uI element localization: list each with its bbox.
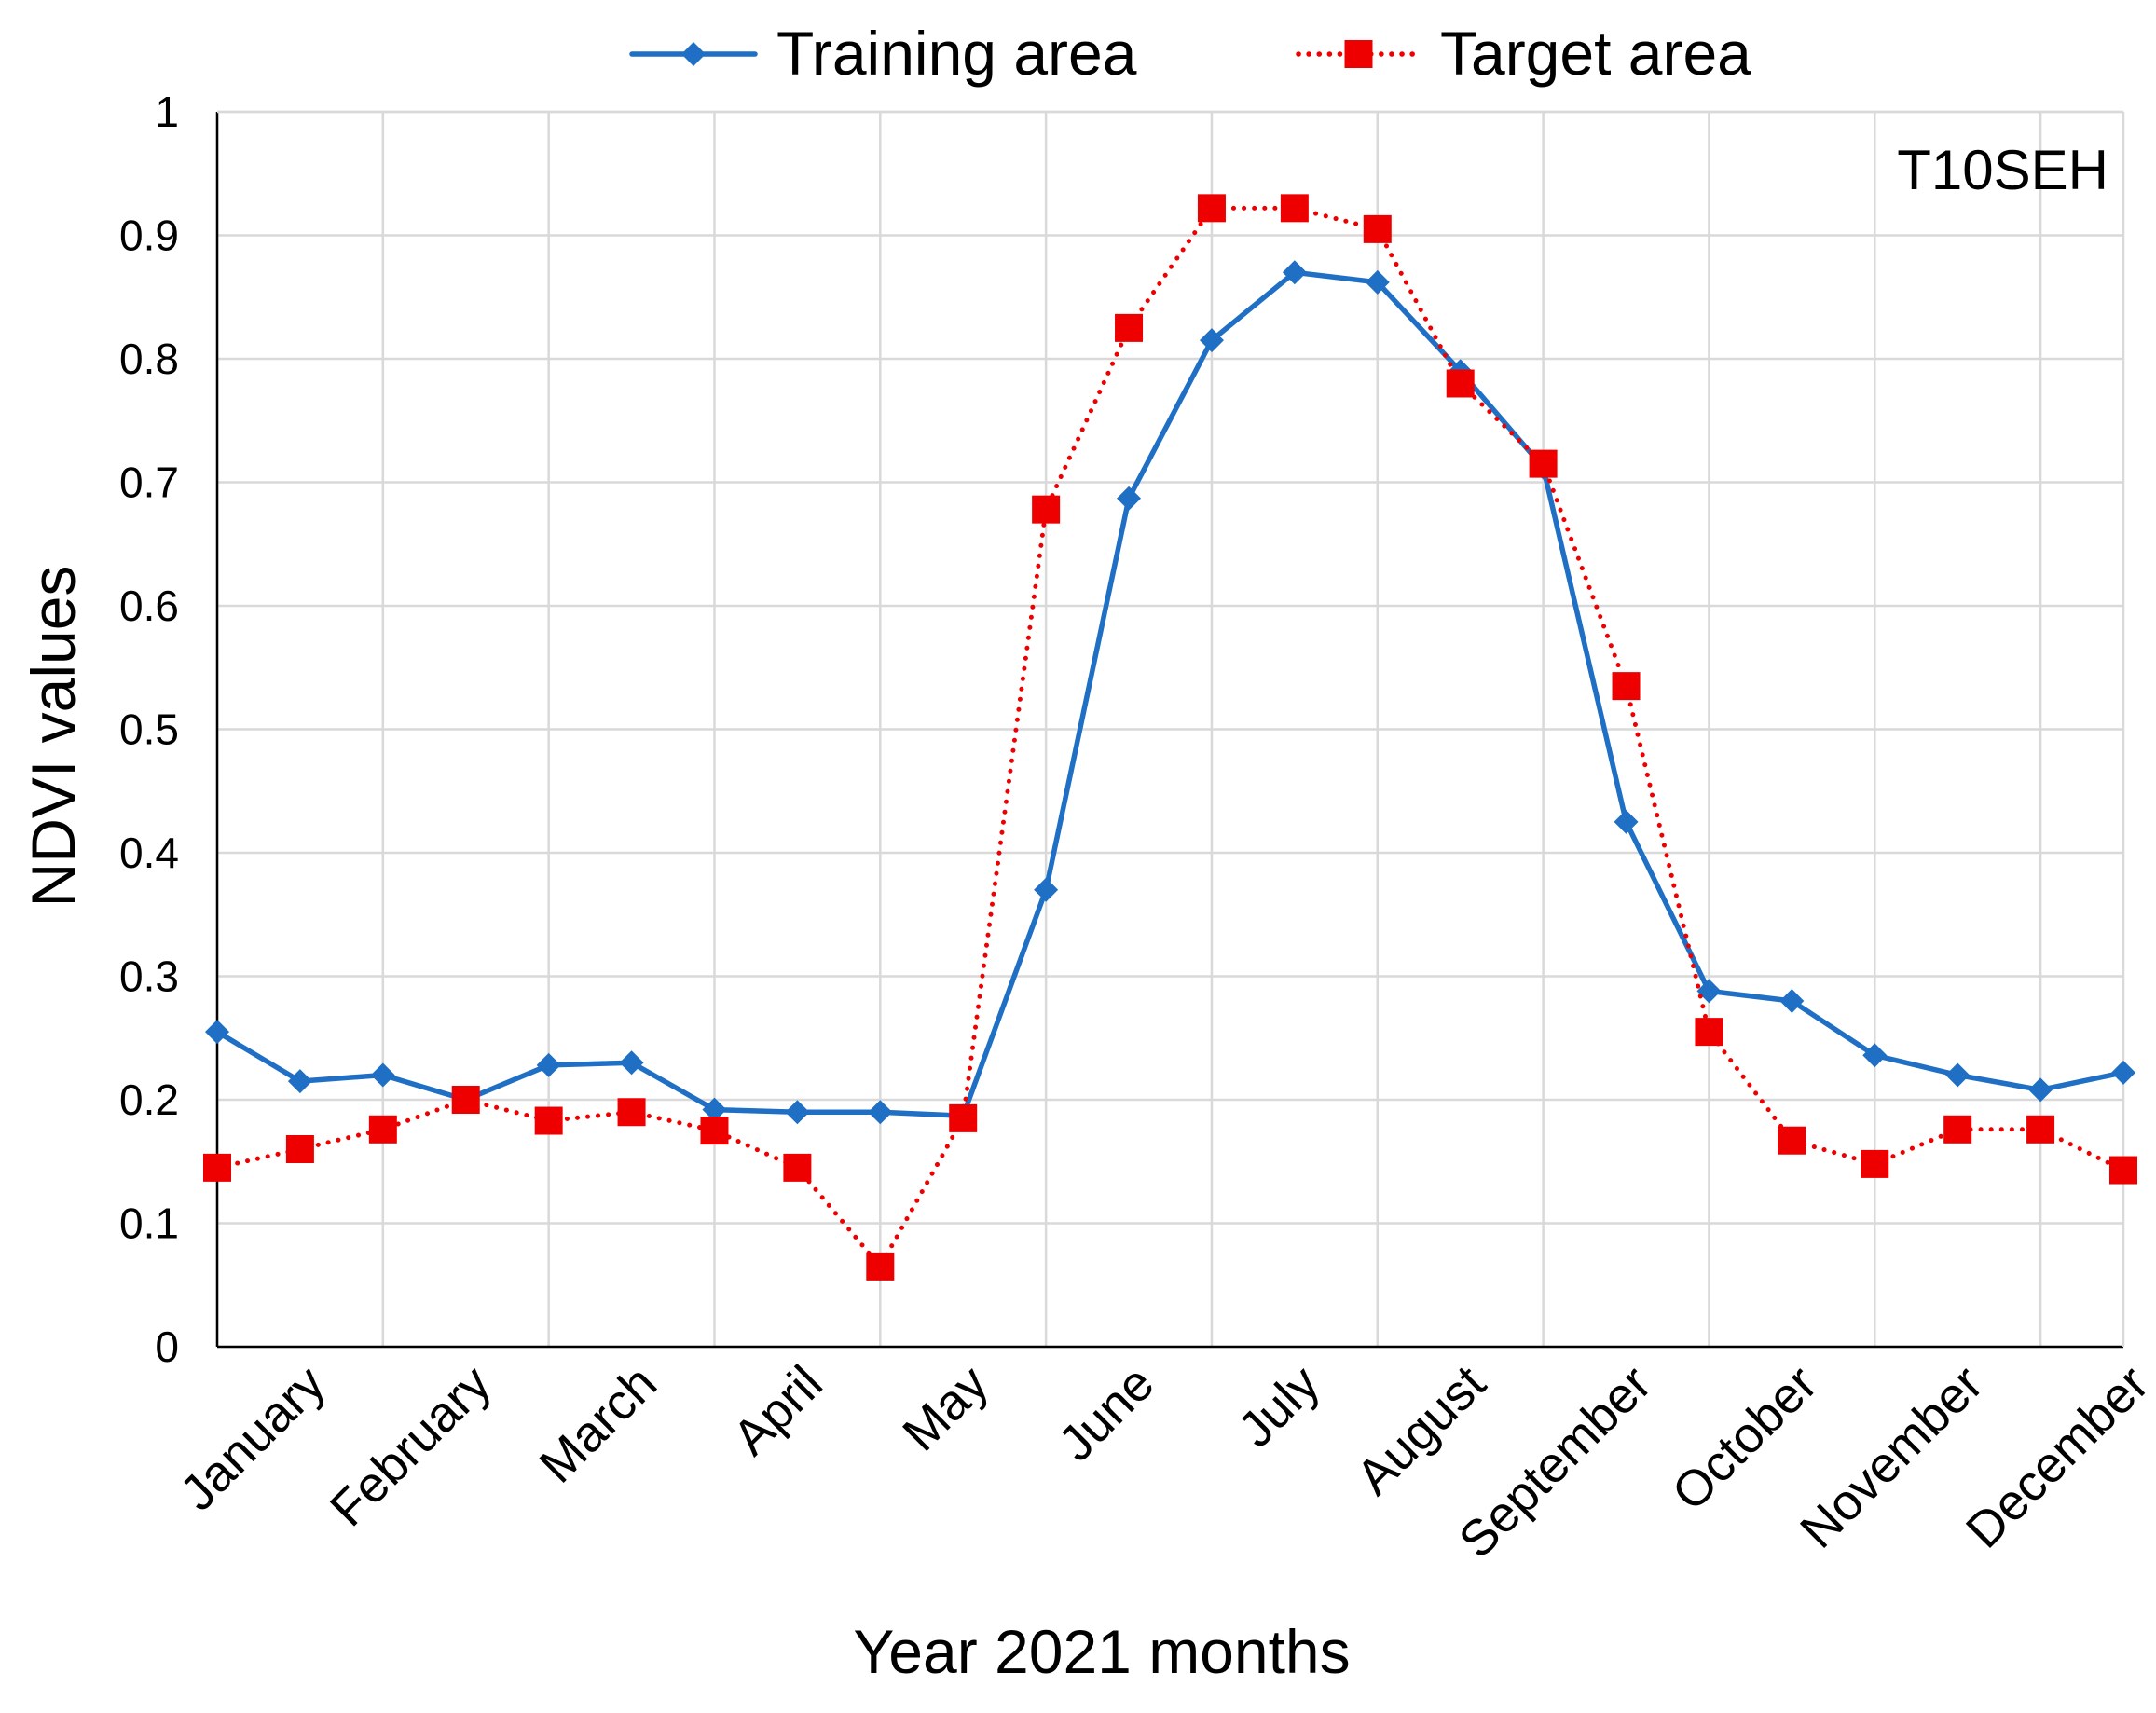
- data-point: [1199, 328, 1224, 353]
- data-point: [2111, 1060, 2135, 1085]
- data-point: [1696, 979, 1722, 1004]
- x-tick-label-december: December: [1956, 1355, 2156, 1559]
- axes-layer: [215, 110, 2125, 1349]
- data-point: [1612, 672, 1641, 701]
- x-axis-title: Year 2021 months: [853, 1617, 1350, 1686]
- data-point: [205, 1020, 229, 1045]
- y-axis-title: NDVI values: [19, 566, 88, 908]
- y-tick-label: 0.6: [119, 582, 179, 630]
- x-tick-label-august: August: [1346, 1355, 1496, 1505]
- data-point: [702, 1097, 727, 1122]
- legend-item: Training area: [629, 19, 1137, 88]
- series-line: [214, 205, 2126, 1269]
- data-point: [949, 1103, 978, 1132]
- data-point: [1861, 1149, 1889, 1178]
- y-tick-label: 0.1: [119, 1199, 179, 1248]
- data-point: [783, 1153, 812, 1182]
- y-tick-label: 0.5: [119, 706, 179, 754]
- data-point: [617, 1098, 646, 1127]
- x-tick-label-april: April: [722, 1355, 833, 1466]
- data-point: [868, 1100, 893, 1125]
- data-point: [1529, 449, 1558, 478]
- data-point: [1943, 1115, 1972, 1144]
- x-tick-label-june: June: [1048, 1355, 1164, 1472]
- data-point: [1280, 194, 1309, 223]
- x-tick-label-july: July: [1228, 1355, 1330, 1458]
- grid-layer: [215, 110, 2123, 1347]
- y-tick-label: 0: [155, 1322, 179, 1371]
- legend: Training area Target area: [629, 19, 1751, 88]
- legend-marker: [1344, 40, 1373, 68]
- data-point: [451, 1086, 480, 1114]
- legend-label: Target area: [1440, 19, 1751, 88]
- legend-marker: [681, 42, 706, 66]
- data-point: [785, 1100, 810, 1125]
- data-point: [534, 1106, 563, 1135]
- data-point: [866, 1252, 895, 1281]
- data-point: [1282, 260, 1307, 285]
- x-tick-label-january: January: [170, 1355, 336, 1521]
- data-point: [700, 1117, 729, 1145]
- data-point: [1695, 1018, 1723, 1047]
- legend-label: Training area: [776, 19, 1137, 88]
- data-point: [370, 1062, 395, 1088]
- data-point: [287, 1069, 312, 1094]
- y-tick-label: 1: [155, 88, 179, 136]
- data-point: [1778, 1126, 1806, 1155]
- data-point: [285, 1135, 314, 1163]
- y-tick-label: 0.3: [119, 952, 179, 1001]
- labels-layer: 0 0.1 0.2 0.3 0.4 0.5 0.6 0.7 0.8 0.9 1 JanuaryFebr…: [19, 88, 2156, 1686]
- y-tick-label: 0.8: [119, 335, 179, 383]
- y-tick-label: 0.2: [119, 1076, 179, 1124]
- data-point: [203, 1153, 231, 1182]
- tile-annotation: T10SEH: [1897, 139, 2108, 201]
- x-tick-label-may: May: [892, 1355, 999, 1462]
- data-point: [1945, 1062, 1971, 1088]
- x-tick-label-february: February: [320, 1355, 501, 1537]
- data-point: [1363, 214, 1392, 243]
- data-point: [1197, 194, 1226, 223]
- data-point: [619, 1050, 644, 1076]
- x-tick-label-october: October: [1662, 1355, 1828, 1521]
- y-tick-label: 0.9: [119, 212, 179, 260]
- x-tick-label-november: November: [1790, 1355, 1994, 1559]
- data-point: [1115, 313, 1144, 342]
- series-layer: [203, 194, 2137, 1281]
- series-target-area: [203, 194, 2137, 1281]
- data-point: [1034, 877, 1059, 902]
- data-point: [1614, 809, 1639, 834]
- data-point: [1446, 369, 1475, 398]
- data-point: [2028, 1077, 2053, 1103]
- series-line: [214, 269, 2126, 1118]
- y-tick-label: 0.7: [119, 459, 179, 507]
- data-point: [1032, 495, 1061, 524]
- data-point: [368, 1115, 397, 1144]
- y-tick-label: 0.4: [119, 829, 179, 877]
- series-training-area: [205, 260, 2135, 1129]
- x-tick-label-march: March: [529, 1355, 668, 1494]
- data-point: [536, 1052, 561, 1077]
- data-point: [1117, 486, 1142, 511]
- data-point: [1862, 1043, 1888, 1068]
- legend-item: Target area: [1296, 19, 1751, 88]
- data-point: [1779, 989, 1805, 1013]
- data-point: [2026, 1115, 2055, 1144]
- data-point: [2109, 1156, 2137, 1185]
- data-point: [1365, 269, 1390, 295]
